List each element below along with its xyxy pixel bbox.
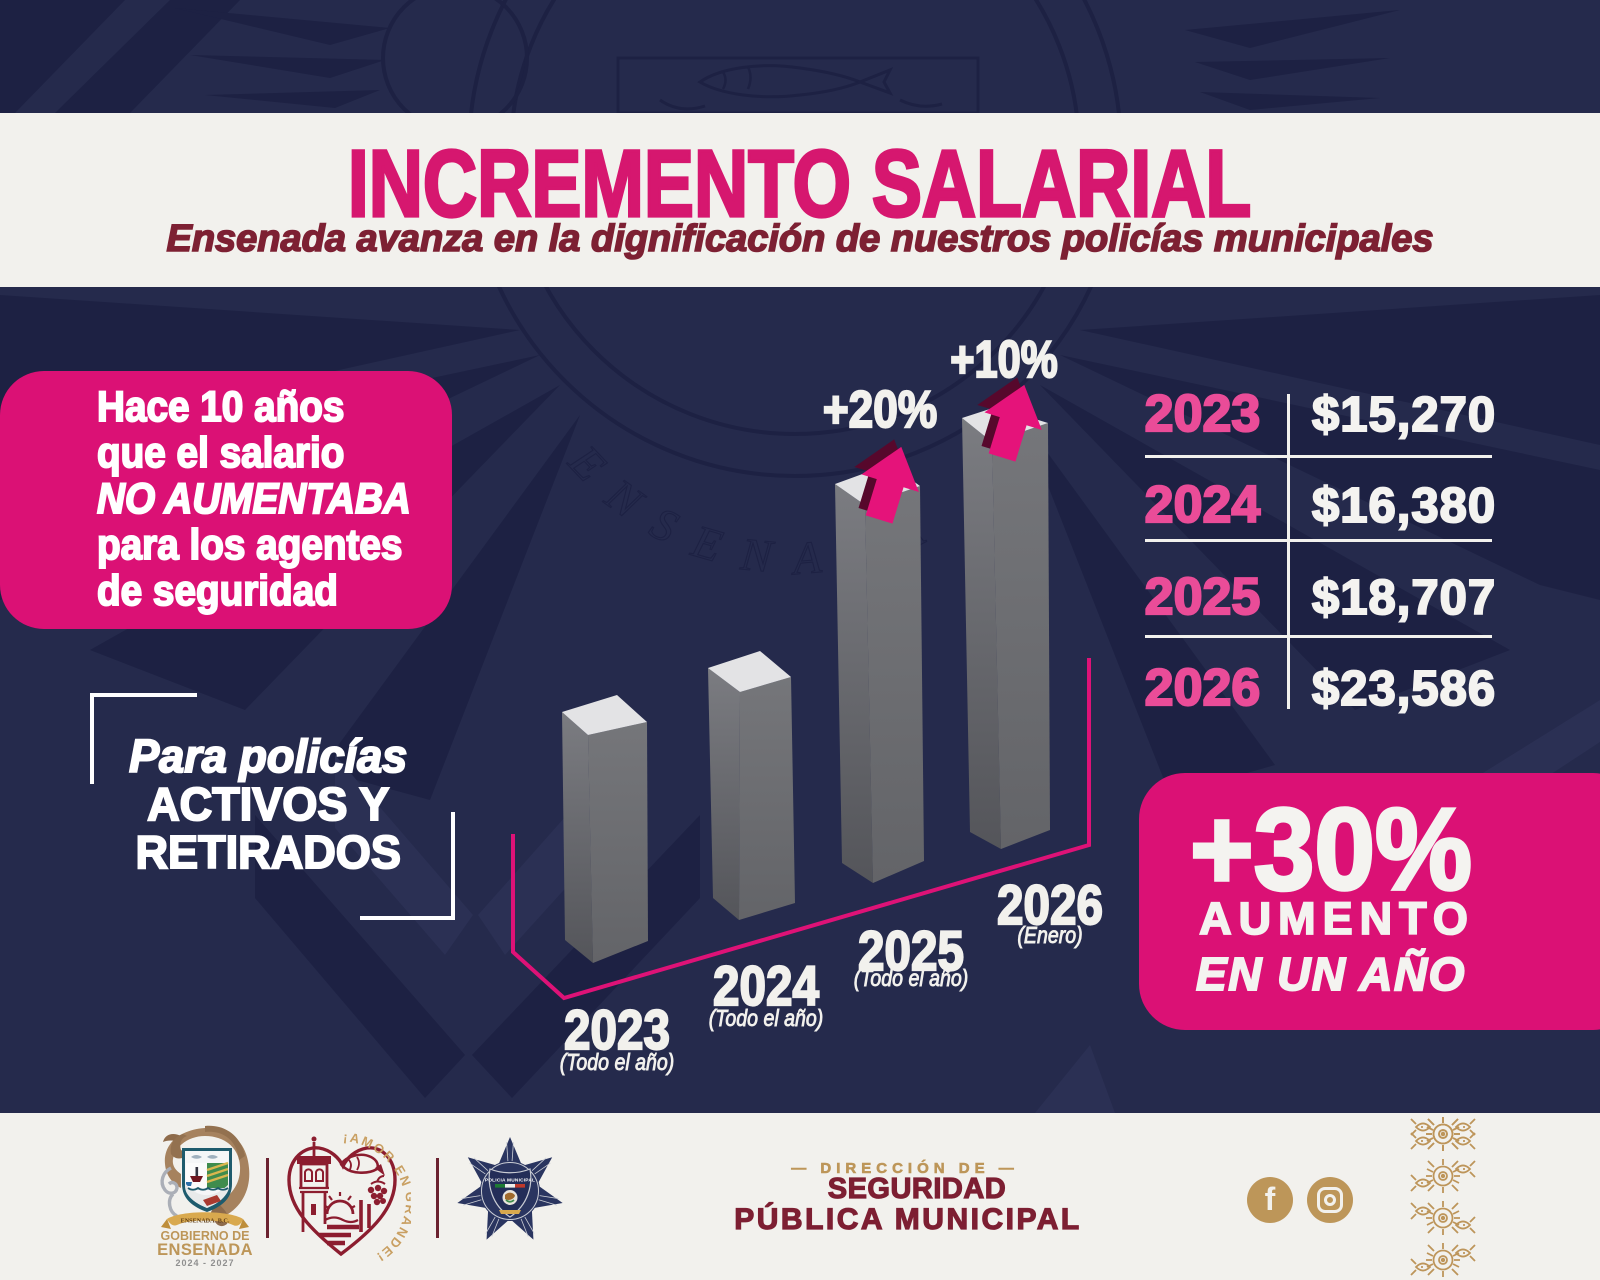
svg-text:2024 - 2027: 2024 - 2027 xyxy=(175,1258,234,1268)
svg-text:ENSENADA B.C.: ENSENADA B.C. xyxy=(181,1218,230,1225)
svg-text:GOBIERNO DE: GOBIERNO DE xyxy=(161,1229,250,1243)
svg-text:POLICIA MUNICIPAL: POLICIA MUNICIPAL xyxy=(485,1178,535,1184)
svg-text:ENSENADA: ENSENADA xyxy=(157,1241,253,1259)
